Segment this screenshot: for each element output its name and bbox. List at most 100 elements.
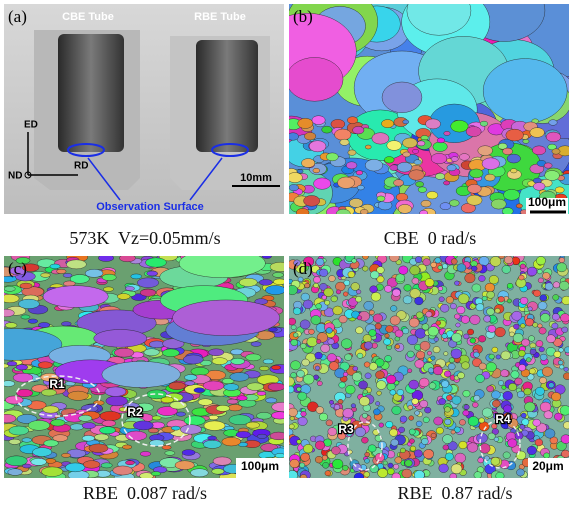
- grain: [512, 311, 522, 320]
- grain: [538, 302, 547, 310]
- grain: [536, 256, 545, 264]
- grain: [365, 452, 370, 456]
- grain: [483, 59, 567, 124]
- grain: [266, 398, 277, 403]
- grain: [398, 204, 412, 213]
- grain: [352, 259, 357, 263]
- grain: [549, 120, 558, 126]
- grain: [89, 444, 108, 453]
- grain: [491, 457, 500, 465]
- grain: [384, 285, 392, 292]
- grain: [533, 419, 541, 426]
- grain: [440, 304, 449, 312]
- grain: [448, 363, 455, 370]
- grain: [131, 274, 142, 279]
- grain: [290, 416, 294, 420]
- grain: [212, 358, 227, 365]
- grain: [290, 361, 300, 370]
- grain: [427, 191, 438, 199]
- grain: [414, 450, 422, 457]
- grain: [32, 448, 51, 457]
- grain: [410, 266, 420, 275]
- grain: [365, 145, 371, 149]
- grain: [538, 278, 543, 283]
- grain: [545, 429, 555, 438]
- grain: [299, 463, 304, 468]
- grain: [528, 336, 534, 342]
- grain: [535, 439, 543, 446]
- grain: [334, 404, 340, 409]
- grain: [259, 279, 272, 285]
- grain: [291, 339, 298, 345]
- grain: [405, 460, 412, 467]
- grain: [492, 400, 500, 407]
- grain: [216, 405, 230, 411]
- grain: [175, 461, 194, 470]
- grain: [171, 426, 180, 430]
- grain: [179, 249, 265, 278]
- grain: [542, 367, 552, 377]
- grain: [327, 354, 336, 362]
- grain: [137, 278, 158, 288]
- grain: [420, 400, 428, 407]
- scale-label: 100μm: [241, 459, 279, 473]
- grain: [407, 335, 418, 345]
- grain: [494, 437, 499, 441]
- grain: [246, 354, 261, 361]
- grain: [387, 383, 395, 391]
- grain: [355, 296, 361, 302]
- grain: [369, 329, 377, 336]
- grain: [339, 315, 347, 323]
- grain: [8, 469, 23, 476]
- grain: [377, 391, 382, 395]
- grain: [544, 163, 552, 168]
- grain: [544, 411, 553, 419]
- grain: [533, 323, 538, 328]
- grain: [442, 435, 452, 444]
- grain: [410, 289, 421, 299]
- photo-panel: (a) CBE Tube RBE Tube ED RD ND 10mm Obse…: [4, 4, 284, 214]
- grain: [6, 456, 28, 466]
- ebsd-map: [257, 0, 572, 248]
- grain: [521, 413, 526, 418]
- grain: [416, 421, 422, 426]
- grain: [357, 316, 362, 320]
- grain: [431, 262, 437, 267]
- grain: [329, 400, 333, 404]
- grain: [287, 285, 297, 295]
- grain: [184, 375, 197, 381]
- grain: [236, 431, 250, 438]
- grain: [507, 154, 520, 163]
- grain: [467, 443, 478, 453]
- grain: [524, 402, 535, 412]
- ebsd-map: [284, 252, 572, 482]
- grain: [518, 364, 525, 371]
- grain: [363, 390, 368, 394]
- grain: [303, 444, 313, 453]
- grain: [436, 321, 441, 325]
- grain: [508, 439, 517, 448]
- grain: [441, 381, 449, 388]
- grain: [16, 389, 32, 396]
- grain: [94, 434, 108, 441]
- grain: [82, 435, 95, 441]
- grain: [451, 349, 462, 359]
- grain: [482, 296, 487, 301]
- grain: [485, 283, 495, 292]
- grain: [527, 446, 536, 455]
- grain: [364, 342, 372, 350]
- grain: [227, 399, 238, 404]
- grain: [304, 132, 315, 140]
- grain: [319, 269, 327, 277]
- grain: [361, 437, 368, 443]
- grain: [22, 438, 32, 442]
- grain: [557, 263, 567, 272]
- grain: [257, 391, 266, 395]
- grain: [286, 386, 294, 393]
- grain: [102, 274, 116, 280]
- grain: [298, 392, 307, 400]
- grain: [368, 445, 376, 452]
- grain: [433, 366, 442, 374]
- ebsd-map: [0, 249, 293, 483]
- grain: [302, 359, 310, 366]
